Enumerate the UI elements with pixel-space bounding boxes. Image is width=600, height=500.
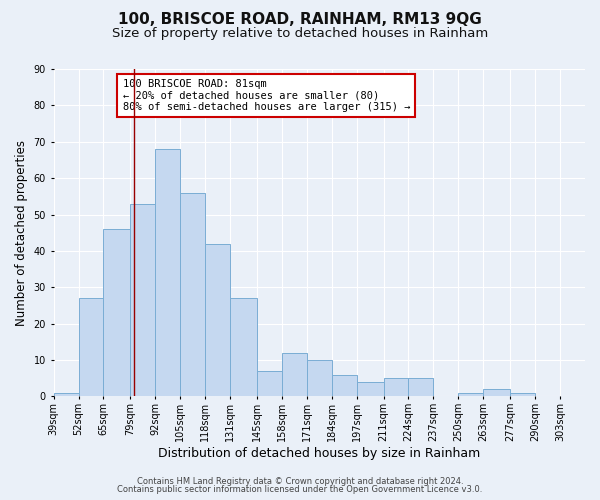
Bar: [510, 393, 535, 396]
Text: Contains HM Land Registry data © Crown copyright and database right 2024.: Contains HM Land Registry data © Crown c…: [137, 477, 463, 486]
Text: 100, BRISCOE ROAD, RAINHAM, RM13 9QG: 100, BRISCOE ROAD, RAINHAM, RM13 9QG: [118, 12, 482, 28]
Bar: [484, 389, 510, 396]
Text: 100 BRISCOE ROAD: 81sqm
← 20% of detached houses are smaller (80)
80% of semi-de: 100 BRISCOE ROAD: 81sqm ← 20% of detache…: [122, 79, 410, 112]
Bar: [307, 360, 332, 397]
Bar: [130, 204, 155, 396]
Bar: [79, 298, 103, 396]
Bar: [53, 393, 79, 396]
X-axis label: Distribution of detached houses by size in Rainham: Distribution of detached houses by size …: [158, 447, 481, 460]
Bar: [155, 149, 180, 396]
Bar: [257, 371, 282, 396]
Bar: [103, 229, 130, 396]
Text: Size of property relative to detached houses in Rainham: Size of property relative to detached ho…: [112, 28, 488, 40]
Bar: [356, 382, 383, 396]
Bar: [282, 352, 307, 397]
Bar: [180, 192, 205, 396]
Bar: [409, 378, 433, 396]
Bar: [332, 374, 356, 396]
Bar: [383, 378, 409, 396]
Text: Contains public sector information licensed under the Open Government Licence v3: Contains public sector information licen…: [118, 485, 482, 494]
Bar: [458, 393, 484, 396]
Bar: [205, 244, 230, 396]
Y-axis label: Number of detached properties: Number of detached properties: [15, 140, 28, 326]
Bar: [230, 298, 257, 396]
